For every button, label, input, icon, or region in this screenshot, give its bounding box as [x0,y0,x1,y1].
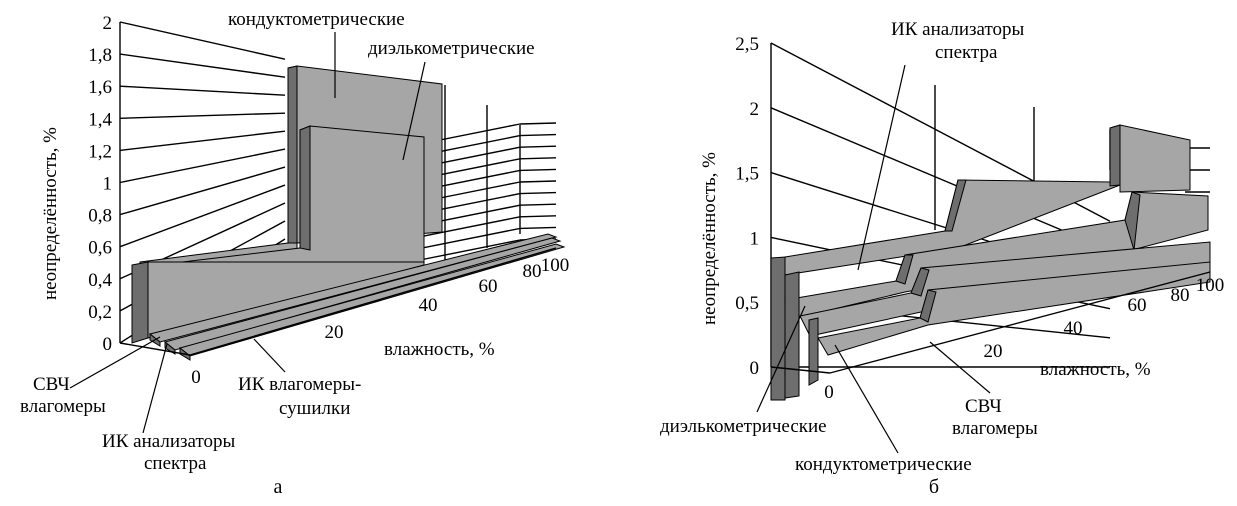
panel-b-xtick-0: 0 [824,382,834,403]
panel-a-backgrid-r-7 [519,157,557,160]
bar-b-svch-riser [910,267,930,297]
panel-a-ytick-7: 1,4 [88,109,112,130]
bar-dielkometricheskie-front [131,261,149,344]
panel-a-ytick-3: 0,6 [88,238,112,259]
panel-b-xtick-5: 100 [1196,275,1225,296]
panel-b-ytick-1: 0,5 [735,293,759,314]
panel-b-x-axis [829,271,1211,374]
leader-a-ik-vl [253,338,286,373]
panel-a-ytick-6: 1,2 [88,141,112,162]
panel-a-backgrid-r-3 [519,203,557,206]
panel-a-backgrid-1 [419,227,521,250]
panel-a-gridline-8 [119,85,286,96]
panel-a-ytick-9: 1,8 [88,45,112,66]
panel-b-caption: б [929,476,939,498]
panel-a-caption: а [274,476,283,498]
panel-a-ytick-1: 0,2 [88,302,112,323]
label-b-ik-line1: ИК анализаторы [891,19,1024,40]
panel-a-backgrid-r-9 [519,133,557,137]
panel-a-ytick-4: 0,8 [88,206,112,227]
panel-a-gridline-7 [119,112,286,119]
panel-a-gridline-6 [119,130,286,152]
bar-b-dielkometricheskie-riser2 [1124,191,1141,251]
panel-a-backgrid-r-4 [519,191,557,195]
leader-b-dielkometricheskie [756,305,806,413]
panel-a-xtick-3: 60 [479,276,498,297]
panel-a-xtick-4: 80 [523,261,542,282]
label-b-ik-line2: спектра [935,42,998,63]
panel-a-xtick-0: 0 [191,367,201,388]
label-b-svch-line1: СВЧ [965,396,1002,417]
bar-ik-analizatory-side [164,340,176,355]
label-b-dielkometricheskie: диэлькометрические [660,416,827,437]
panel-a-ytick-0: 0 [103,334,113,355]
label-b-konduktometricheskie: кондуктометрические [795,454,972,475]
leader-a-ik-an [142,343,168,434]
panel-a-ytick-10: 2 [103,13,113,34]
label-a-ik-vl-line1: ИК влагомеры- [238,374,361,395]
panel-a-floor-left [119,342,191,356]
panel-a-gridline-5 [119,148,286,184]
panel-b-gridline-4 [770,107,1111,252]
label-a-ik-an-line1: ИК анализаторы [102,431,235,452]
panel-a-xlabel: влажность, % [384,339,495,360]
bar-konduktometricheskie-riser [287,65,298,244]
label-a-dielkometricheskie: диэлькометрические [368,38,535,59]
label-a-ik-an-line2: спектра [144,453,207,474]
label-a-svch-line2: влагомеры [20,396,106,417]
panel-a-ytick-5: 1 [103,174,113,195]
label-a-ik-vl-line2: сушилки [279,398,350,419]
label-a-svch-line1: СВЧ [33,374,70,395]
panel-a-ytick-8: 1,6 [88,77,112,98]
panel-a-xtick-1: 20 [325,322,344,343]
panel-a-backgrid-0 [419,239,521,261]
panel-a-backgrid-r-6 [519,168,557,172]
bar-b-ik-analizatory-front [770,256,786,401]
leader-a-svch [69,336,161,389]
panel-b-floor-left [770,366,831,374]
panel-b-ytick-3: 1,5 [735,164,759,185]
panel-b-xtick-2: 40 [1064,318,1083,339]
bar-b-ik-analizatory-riser2 [1109,124,1121,187]
bar-b-dielkometricheskie-riser [895,254,914,285]
panel-b: 0 0,5 1 1,5 2 2,5 0 20 40 60 80 100 [735,34,1225,454]
leader-a-dielkometricheskie [402,61,426,161]
panel-b-ytick-5: 2,5 [735,34,759,55]
panel-a-ytick-2: 0,4 [88,270,112,291]
leader-b-ik-analizatory [857,64,906,271]
panel-a-gridline-3 [119,184,286,248]
leader-b-svch [929,341,991,394]
panel-b-xlabel: влажность, % [1040,359,1151,380]
panel-a-backgrid-r-2 [519,215,557,218]
leader-b-konduktometricheskie [834,344,899,454]
panel-b-xtick-3: 60 [1128,295,1147,316]
panel-a-backgrid-r-8 [519,145,557,148]
panel-a-backgrid-r-5 [519,180,557,183]
label-a-konduktometricheskie: кондуктометрические [228,9,405,30]
panel-a-gridline-4 [119,166,286,216]
panel-a-backgrid-r-10 [519,122,557,125]
panel-b-xtick-4: 80 [1171,285,1190,306]
panel-a-gridline-10 [119,21,286,60]
panel-b-ytick-2: 1 [750,228,760,249]
bar-b-konduktometricheskie-riser [919,289,937,323]
panel-a-x-axis [189,247,557,356]
bar-b-front-slab-3 [808,317,819,386]
bar-b-ik-analizatory-riser1 [944,179,967,232]
bar-dielkometricheskie-riser [299,125,311,251]
panel-b-ytick-0: 0 [750,358,760,379]
panel-b-xtick-1: 20 [984,341,1003,362]
panel-a-ylabel: неопределённость, % [40,127,61,300]
panel-a-xtick-2: 40 [419,295,438,316]
panel-a-backgrid-r-1 [519,226,557,230]
label-b-svch-line2: влагомеры [952,418,1038,439]
panel-a-xtick-5: 100 [541,255,570,276]
panel-a-gridline-9 [119,53,286,78]
panel-b-ylabel: неопределённость, % [699,152,720,325]
panel-a-backgrid-2 [419,216,521,238]
panel-b-ytick-4: 2 [750,99,760,120]
